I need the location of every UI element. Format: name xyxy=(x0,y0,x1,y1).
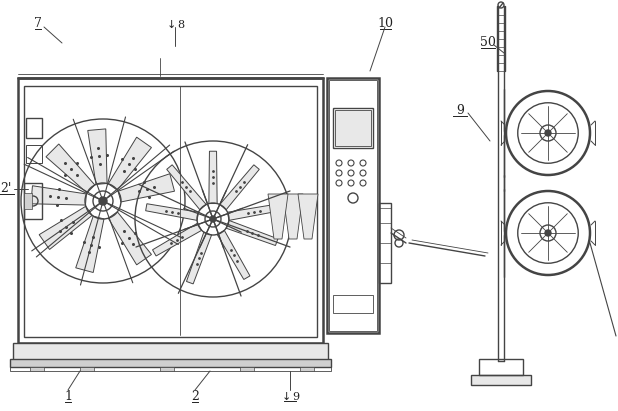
Circle shape xyxy=(545,130,551,136)
Polygon shape xyxy=(108,212,151,265)
Bar xyxy=(471,375,531,385)
Text: 1: 1 xyxy=(64,390,72,402)
Circle shape xyxy=(210,216,216,222)
Bar xyxy=(26,145,42,163)
Text: 10: 10 xyxy=(377,18,393,30)
Bar xyxy=(333,295,373,313)
Bar xyxy=(329,80,377,331)
Polygon shape xyxy=(39,206,92,249)
Polygon shape xyxy=(88,129,107,185)
Polygon shape xyxy=(283,194,303,239)
Polygon shape xyxy=(108,137,151,190)
Bar xyxy=(13,343,328,361)
Bar xyxy=(24,86,317,337)
Bar xyxy=(160,367,174,371)
Polygon shape xyxy=(209,151,217,203)
Polygon shape xyxy=(46,144,95,193)
Polygon shape xyxy=(153,223,201,256)
Text: $\downarrow$9: $\downarrow$9 xyxy=(279,390,301,402)
Text: 9: 9 xyxy=(456,104,464,118)
Text: 7: 7 xyxy=(34,18,42,30)
Polygon shape xyxy=(187,232,211,284)
Bar xyxy=(240,367,254,371)
Bar xyxy=(18,78,323,343)
Polygon shape xyxy=(227,204,281,220)
Bar xyxy=(10,359,331,367)
Bar xyxy=(26,118,42,138)
Polygon shape xyxy=(118,174,174,202)
Bar xyxy=(479,359,523,375)
Polygon shape xyxy=(298,194,318,239)
Bar xyxy=(80,367,94,371)
Polygon shape xyxy=(268,194,288,239)
Text: 50: 50 xyxy=(480,37,496,49)
Bar xyxy=(379,203,391,283)
Polygon shape xyxy=(167,165,206,210)
Bar xyxy=(24,183,42,219)
Text: 2: 2 xyxy=(191,390,199,402)
Bar xyxy=(300,367,314,371)
Polygon shape xyxy=(220,165,260,210)
Bar xyxy=(10,367,331,371)
Polygon shape xyxy=(146,204,198,220)
Bar xyxy=(30,367,44,371)
Text: $\downarrow$8: $\downarrow$8 xyxy=(164,18,186,30)
Polygon shape xyxy=(217,230,250,279)
Bar xyxy=(327,78,379,333)
Circle shape xyxy=(545,230,551,236)
Bar xyxy=(24,193,32,209)
Bar xyxy=(333,108,373,148)
Circle shape xyxy=(99,197,107,205)
Polygon shape xyxy=(31,186,87,205)
Polygon shape xyxy=(226,220,278,245)
Bar xyxy=(335,110,371,146)
Polygon shape xyxy=(76,216,104,272)
Text: 2': 2' xyxy=(1,182,12,196)
